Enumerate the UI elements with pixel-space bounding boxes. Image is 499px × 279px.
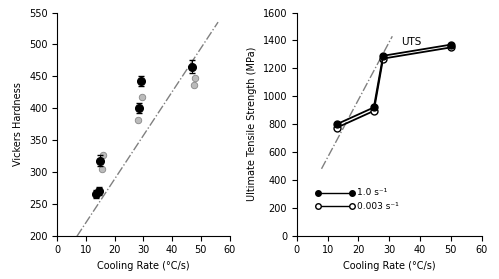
Point [138, 95, 146, 99]
Point [99, 153, 107, 157]
Text: UTS: UTS [402, 37, 422, 47]
Point [98, 167, 106, 171]
Point [191, 75, 199, 80]
Point [134, 117, 142, 122]
Y-axis label: Vickers Hardness: Vickers Hardness [13, 82, 23, 166]
Y-axis label: Ultimate Tensile Strength (MPa): Ultimate Tensile Strength (MPa) [247, 47, 257, 201]
X-axis label: Cooling Rate (°C/s): Cooling Rate (°C/s) [97, 261, 190, 271]
Point [190, 82, 198, 87]
Text: 1.0 s⁻¹: 1.0 s⁻¹ [357, 188, 387, 197]
X-axis label: Cooling Rate (°C/s): Cooling Rate (°C/s) [343, 261, 436, 271]
Text: 0.003 s⁻¹: 0.003 s⁻¹ [357, 202, 399, 211]
